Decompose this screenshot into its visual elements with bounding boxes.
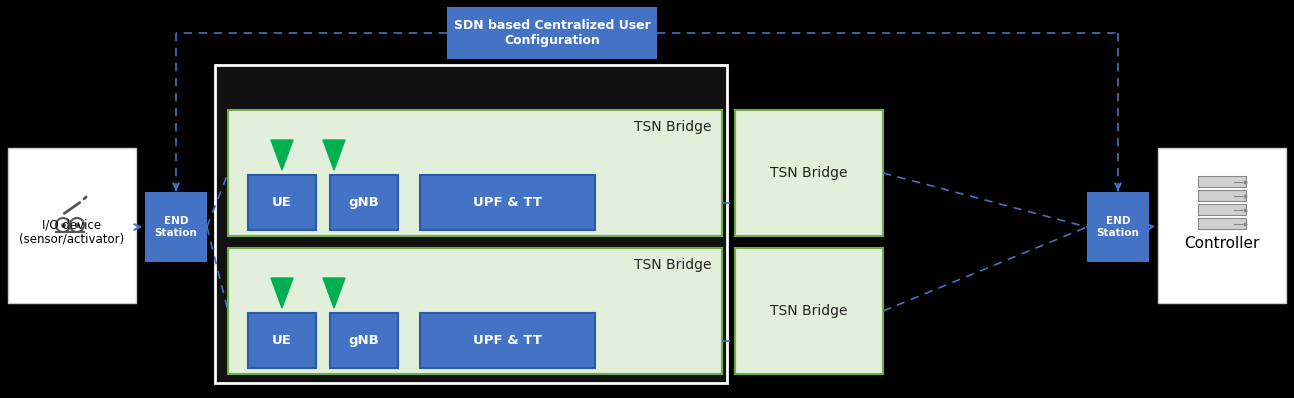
Bar — [421, 313, 595, 368]
Text: UPF & TT: UPF & TT — [474, 196, 542, 209]
Bar — [735, 248, 883, 374]
Bar — [228, 248, 722, 374]
Text: gNB: gNB — [348, 334, 379, 347]
Bar — [1198, 176, 1246, 187]
Bar — [1198, 204, 1246, 215]
Text: TSN Bridge: TSN Bridge — [634, 258, 712, 272]
Bar — [228, 110, 722, 236]
Bar — [446, 7, 657, 59]
Text: gNB: gNB — [348, 196, 379, 209]
Text: I/O device
(sensor/activator): I/O device (sensor/activator) — [19, 218, 124, 246]
Text: SDN based Centralized User
Configuration: SDN based Centralized User Configuration — [454, 19, 651, 47]
Bar — [1198, 218, 1246, 229]
Text: TSN Bridge: TSN Bridge — [634, 120, 712, 134]
Text: END
Station: END Station — [1096, 216, 1140, 238]
Polygon shape — [270, 140, 292, 170]
Polygon shape — [324, 140, 345, 170]
Bar — [248, 313, 316, 368]
Text: END
Station: END Station — [154, 216, 198, 238]
Polygon shape — [270, 278, 292, 308]
Bar — [215, 65, 727, 383]
Bar — [248, 175, 316, 230]
Bar — [421, 175, 595, 230]
Bar — [8, 148, 136, 303]
Bar — [1158, 148, 1286, 303]
Bar — [1198, 190, 1246, 201]
Text: TSN Bridge: TSN Bridge — [770, 166, 848, 180]
Text: Controller: Controller — [1184, 236, 1259, 251]
Text: UE: UE — [272, 334, 292, 347]
Bar — [330, 175, 399, 230]
Text: TSN Bridge: TSN Bridge — [770, 304, 848, 318]
Text: UE: UE — [272, 196, 292, 209]
Text: UPF & TT: UPF & TT — [474, 334, 542, 347]
Bar — [735, 110, 883, 236]
Bar — [1087, 192, 1149, 262]
Polygon shape — [324, 278, 345, 308]
Bar — [145, 192, 207, 262]
Bar — [330, 313, 399, 368]
